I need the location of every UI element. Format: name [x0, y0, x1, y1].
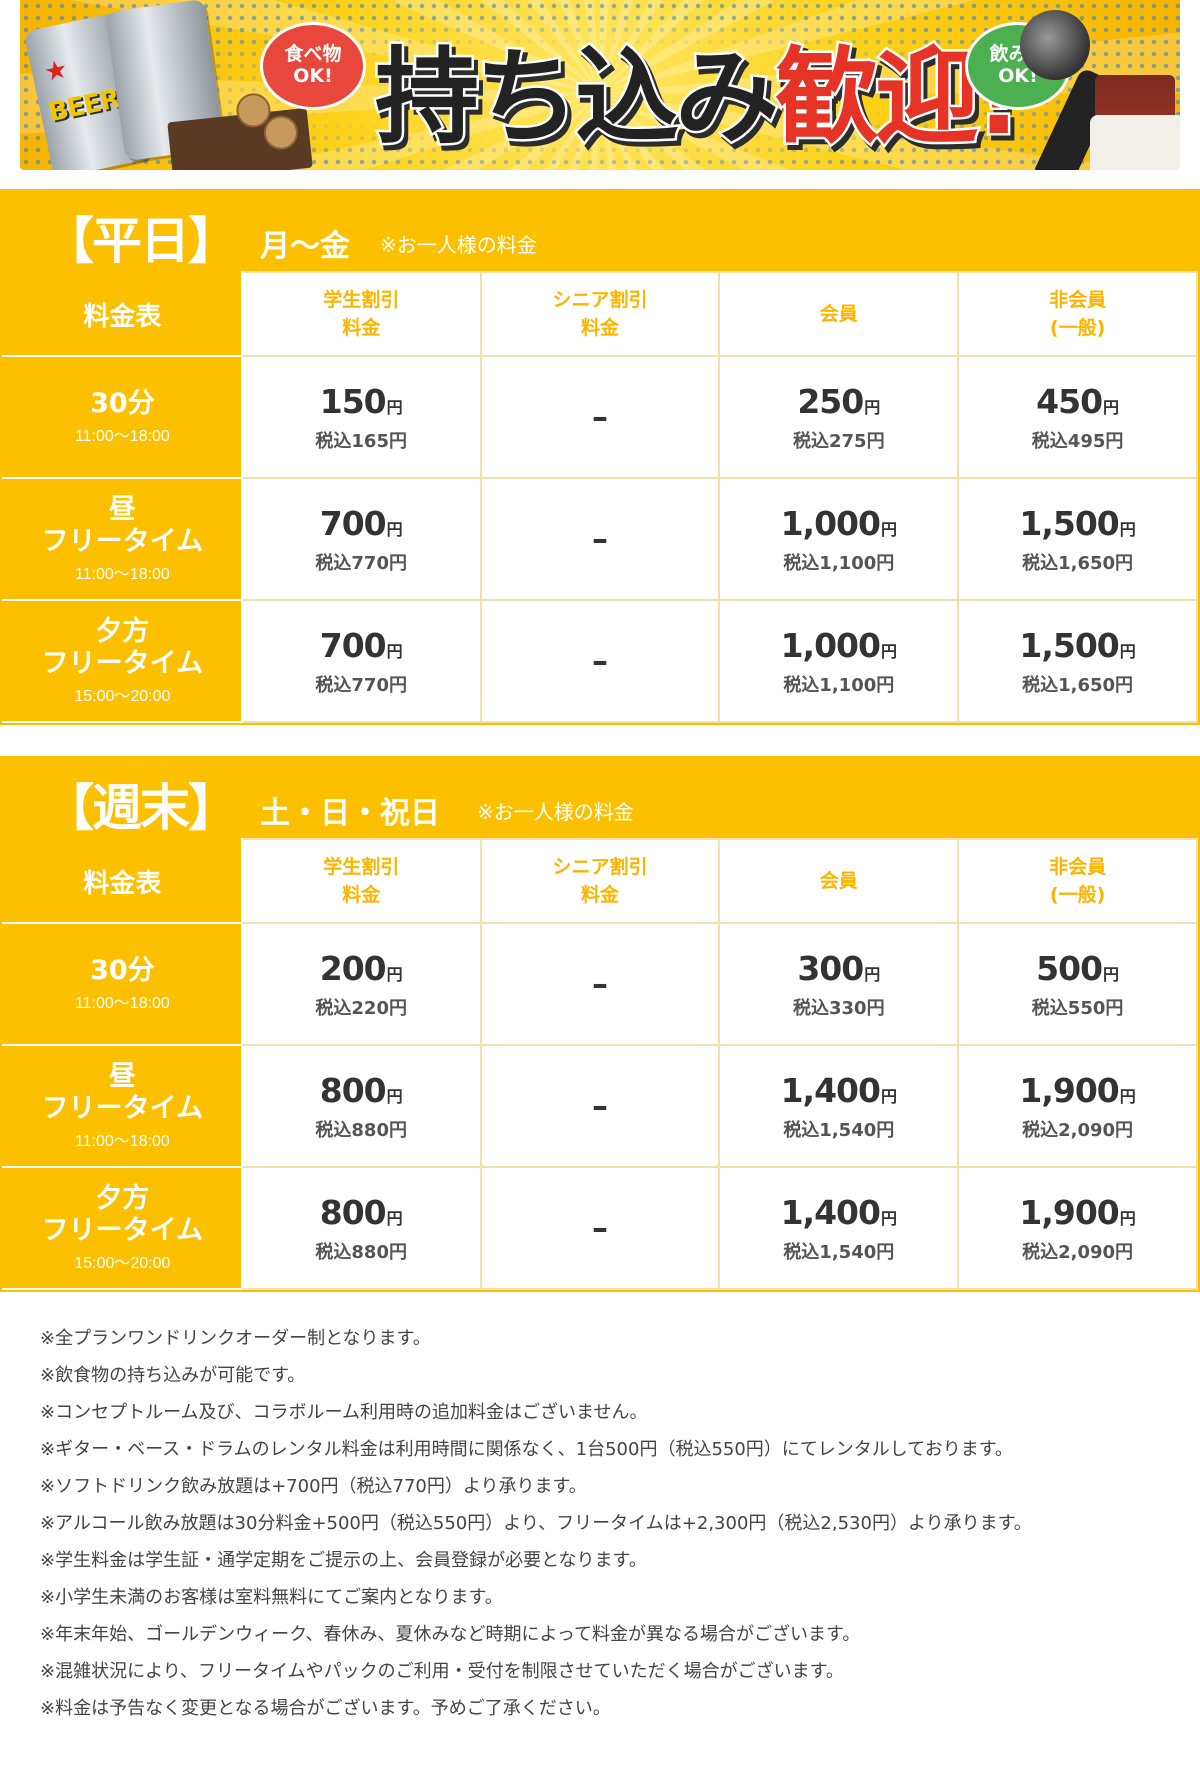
price-cell: 700円 税込770円: [240, 477, 482, 601]
price-table: 料金表 学生割引 料金 シニア割引 料金 会員 非会員 (一般) 30分 11:00〜1…: [2, 838, 1198, 1290]
note-item: ※小学生未満のお客様は室料無料にてご案内となります。: [40, 1587, 503, 1608]
column-header-member: 会員: [718, 838, 960, 924]
banner-title-part1: 持ち込み: [372, 34, 781, 161]
price-cell: 800円 税込880円: [240, 1166, 482, 1290]
beer-can-label: BEER: [45, 84, 122, 129]
table-row: 夕方 フリータイム 15:00〜20:00 700円 税込770円 – 1,000円税…: [2, 599, 1198, 723]
price-cell-empty: –: [479, 1166, 721, 1290]
note-item: ※コンセプトルーム及び、コラボルーム利用時の追加料金はございません。: [40, 1402, 648, 1423]
section-note: ※お一人様の料金: [477, 800, 634, 824]
column-header-nonmember: 非会員 (一般): [957, 838, 1198, 924]
section-title: 【平日】: [44, 212, 238, 270]
price-cell: 200円 税込220円: [240, 922, 482, 1046]
row-label: 30分 11:00〜18:00: [2, 922, 243, 1046]
note-item: ※年末年始、ゴールデンウィーク、春休み、夏休みなど時期によって料金が異なる場合が…: [40, 1624, 861, 1645]
note-item: ※混雑状況により、フリータイムやパックのご利用・受付を制限させていただく場合がご…: [40, 1661, 844, 1682]
table-row: 30分 11:00〜18:00 150円 税込165円 – 250円 税込275円 4…: [2, 355, 1198, 479]
price-cell: 700円 税込770円: [240, 599, 482, 723]
column-header-student: 学生割引 料金: [240, 271, 482, 357]
price-cell-empty: –: [479, 599, 721, 723]
price-cell-empty: –: [479, 477, 721, 601]
price-cell: 1,000円 税込1,100円: [718, 599, 960, 723]
note-item: ※ギター・ベース・ドラムのレンタル料金は利用時間に関係なく、1台500円（税込5…: [40, 1439, 1013, 1460]
note-item: ※学生料金は学生証・通学定期をご提示の上、会員登録が必要となります。: [40, 1550, 647, 1571]
section-header: 【週末】 土・日・祝日 ※お一人様の料金: [2, 758, 1198, 838]
table-row: 昼フリータイム 11:00〜18:00 700円 税込770円 – 1,000円 税込…: [2, 477, 1198, 601]
price-cell: 500円 税込550円: [957, 922, 1198, 1046]
price-cell: 150円 税込165円: [240, 355, 482, 479]
food-ok-line1: 食べ物: [284, 43, 342, 66]
section-days: 土・日・祝日: [260, 796, 440, 831]
price-cell: 1,400円 税込1,540円: [718, 1166, 960, 1290]
weekday-price-section: 【平日】 月〜金 ※お一人様の料金 料金表 学生割引 料金 シニア割引 料金 会員 …: [0, 189, 1200, 725]
note-item: ※料金は予告なく変更となる場合がございます。予めご了承ください。: [40, 1698, 611, 1719]
price-cell: 300円 税込330円: [718, 922, 960, 1046]
price-cell: 800円 税込880円: [240, 1044, 482, 1168]
corner-header: 料金表: [2, 271, 243, 357]
column-header-nonmember: 非会員 (一般): [957, 271, 1198, 357]
price-cell: 1,500円 税込1,650円: [957, 477, 1198, 601]
price-cell-empty: –: [479, 1044, 721, 1168]
microphone-icon: [1020, 10, 1090, 80]
note-item: ※飲食物の持ち込みが可能です。: [40, 1365, 306, 1386]
row-label: 昼フリータイム 11:00〜18:00: [2, 1044, 243, 1168]
price-cell: 1,500円 税込1,650円: [957, 599, 1198, 723]
section-note: ※お一人様の料金: [380, 233, 537, 257]
note-item: ※全プランワンドリンクオーダー制となります。: [40, 1328, 431, 1349]
table-row: 夕方 フリータイム 15:00〜20:00 800円 税込880円 – 1,400円税…: [2, 1166, 1198, 1290]
price-table: 料金表 学生割引 料金 シニア割引 料金 会員 非会員 (一般) 30分 11:00〜1…: [2, 271, 1198, 723]
price-cell: 450円 税込495円: [957, 355, 1198, 479]
price-cell: 250円 税込275円: [718, 355, 960, 479]
section-days: 月〜金: [260, 229, 350, 264]
price-cell: 1,900円 税込2,090円: [957, 1166, 1198, 1290]
banner-title: 持ち込み歓迎!: [372, 12, 1024, 163]
corner-header: 料金表: [2, 838, 243, 924]
section-header: 【平日】 月〜金 ※お一人様の料金: [2, 191, 1198, 271]
drink-ok-line2: OK!: [998, 65, 1038, 87]
drink-cup-sleeve: [1090, 115, 1180, 170]
column-header-senior: シニア割引 料金: [479, 838, 721, 924]
promo-banner: ★ BEER 食べ物 OK! 持ち込み歓迎! 飲み物 OK!: [20, 0, 1180, 170]
table-row: 30分 11:00〜18:00 200円 税込220円 – 300円 税込330円 5…: [2, 922, 1198, 1046]
row-label: 夕方 フリータイム 15:00〜20:00: [2, 1166, 243, 1290]
price-cell-empty: –: [479, 355, 721, 479]
food-ok-bubble: 食べ物 OK!: [260, 22, 366, 110]
table-row: 昼フリータイム 11:00〜18:00 800円 税込880円 – 1,400円 税込…: [2, 1044, 1198, 1168]
weekend-price-section: 【週末】 土・日・祝日 ※お一人様の料金 料金表 学生割引 料金 シニア割引 料金 …: [0, 756, 1200, 1292]
row-label: 昼フリータイム 11:00〜18:00: [2, 477, 243, 601]
column-header-senior: シニア割引 料金: [479, 271, 721, 357]
price-cell: 1,400円 税込1,540円: [718, 1044, 960, 1168]
price-cell: 1,000円 税込1,100円: [718, 477, 960, 601]
row-label: 30分 11:00〜18:00: [2, 355, 243, 479]
row-label: 夕方 フリータイム 15:00〜20:00: [2, 599, 243, 723]
notes-list: ※全プランワンドリンクオーダー制となります。 ※飲食物の持ち込みが可能です。 ※…: [40, 1320, 1180, 1727]
price-cell: 1,900円 税込2,090円: [957, 1044, 1198, 1168]
price-cell-empty: –: [479, 922, 721, 1046]
column-header-student: 学生割引 料金: [240, 838, 482, 924]
note-item: ※ソフトドリンク飲み放題は+700円（税込770円）より承ります。: [40, 1476, 587, 1497]
note-item: ※アルコール飲み放題は30分料金+500円（税込550円）より、フリータイムは+…: [40, 1513, 1032, 1534]
food-ok-line2: OK!: [293, 65, 333, 87]
column-header-member: 会員: [718, 271, 960, 357]
section-title: 【週末】: [44, 779, 238, 837]
